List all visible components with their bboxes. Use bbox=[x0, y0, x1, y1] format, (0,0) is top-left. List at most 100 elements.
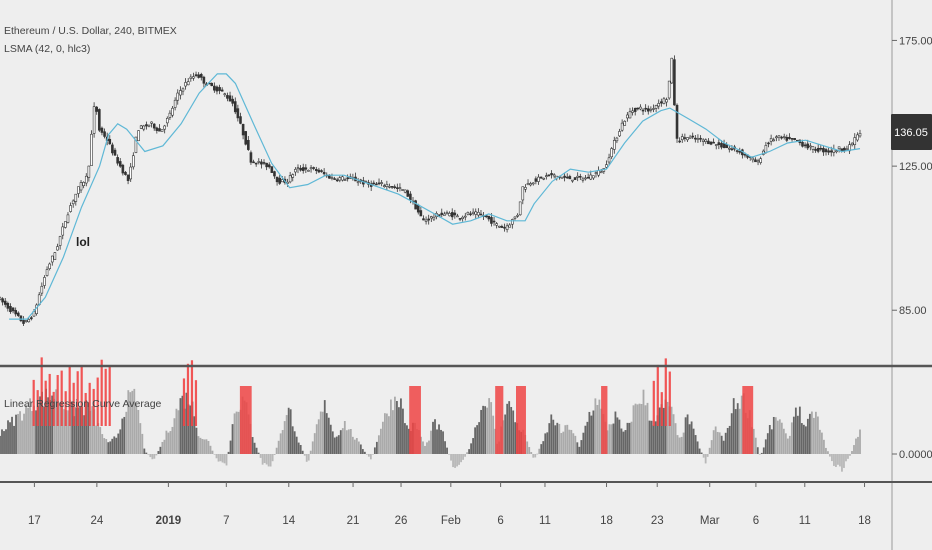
histogram-bar bbox=[251, 437, 254, 454]
candle-body bbox=[759, 158, 762, 163]
histogram-bar bbox=[596, 404, 599, 454]
candle-body bbox=[550, 173, 553, 176]
candle-body bbox=[424, 219, 428, 222]
candle-body bbox=[184, 82, 187, 87]
candle-body bbox=[333, 178, 336, 180]
candle-body bbox=[210, 82, 214, 87]
candle-body bbox=[696, 138, 700, 141]
histogram-bar bbox=[610, 424, 613, 454]
signal-bar bbox=[52, 391, 55, 426]
candle-body bbox=[388, 186, 391, 188]
candle-body bbox=[45, 269, 49, 276]
histogram-bar bbox=[448, 454, 450, 455]
candle-body bbox=[189, 76, 193, 79]
candle-body bbox=[296, 167, 300, 170]
candle-body bbox=[531, 182, 535, 185]
candle-body bbox=[612, 140, 616, 150]
candle-body bbox=[636, 107, 640, 110]
histogram-bar bbox=[450, 454, 452, 461]
histogram-bar bbox=[622, 431, 625, 454]
histogram-bar bbox=[321, 411, 324, 454]
histogram-bar bbox=[337, 435, 340, 454]
indicator-legend[interactable]: Linear Regression Curve Average bbox=[4, 398, 162, 410]
candle-body bbox=[145, 124, 148, 127]
histogram-bar bbox=[666, 401, 669, 454]
histogram-bar bbox=[157, 451, 160, 454]
candle-body bbox=[720, 143, 723, 148]
histogram-bar bbox=[113, 436, 116, 454]
candle-body bbox=[254, 162, 258, 165]
histogram-bar bbox=[155, 454, 158, 456]
candle-body bbox=[199, 74, 203, 78]
histogram-bar bbox=[672, 414, 675, 454]
histogram-bar bbox=[153, 454, 156, 459]
histogram-bar bbox=[722, 440, 725, 454]
signal-bar bbox=[48, 373, 51, 426]
histogram-bar bbox=[480, 409, 483, 454]
histogram-bar bbox=[857, 436, 859, 454]
lsma-legend[interactable]: LSMA (42, 0, hlc3) bbox=[4, 43, 91, 55]
candle-body bbox=[241, 123, 245, 136]
histogram-bar bbox=[315, 424, 318, 454]
histogram-bar bbox=[145, 452, 148, 454]
histogram-bar bbox=[504, 414, 507, 454]
histogram-bar bbox=[456, 454, 458, 467]
candle-body bbox=[53, 252, 57, 260]
candle-body bbox=[163, 125, 166, 130]
histogram-bar bbox=[740, 395, 743, 454]
histogram-bar bbox=[59, 402, 62, 454]
price-axis[interactable]: 175.00 125.00 85.00 bbox=[892, 35, 932, 317]
histogram-bar bbox=[69, 399, 72, 454]
candle-body bbox=[273, 171, 276, 177]
candle-body bbox=[270, 166, 274, 173]
symbol-title[interactable]: Ethereum / U.S. Dollar, 240, BITMEX bbox=[4, 25, 177, 37]
histogram-bar bbox=[428, 440, 430, 454]
signal-bar bbox=[104, 368, 107, 426]
histogram-bar bbox=[546, 432, 549, 454]
time-axis[interactable]: 17 24 2019 7 14 21 26 Feb 6 11 18 23 Mar 6 11 18 bbox=[28, 482, 871, 527]
signal-bar bbox=[194, 380, 198, 426]
histogram-bar bbox=[642, 389, 645, 454]
candle-body bbox=[356, 181, 360, 184]
time-tick-label: 11 bbox=[799, 515, 811, 527]
candle-body bbox=[628, 111, 632, 119]
histogram-bar bbox=[181, 395, 184, 454]
candle-body bbox=[824, 149, 828, 153]
candle-body bbox=[372, 182, 376, 185]
histogram-bar bbox=[231, 424, 234, 454]
histogram-bar bbox=[614, 411, 617, 454]
candle-body bbox=[74, 193, 78, 202]
candle-body bbox=[265, 162, 268, 168]
histogram-bar bbox=[436, 429, 438, 454]
candle-body bbox=[267, 164, 271, 168]
histogram-bar bbox=[277, 440, 280, 454]
histogram-bar bbox=[680, 436, 683, 454]
candle-body bbox=[754, 159, 757, 163]
candle-body bbox=[704, 139, 708, 142]
histogram-bar bbox=[109, 441, 112, 454]
histogram-bar bbox=[53, 398, 56, 454]
histogram-bar bbox=[81, 406, 84, 454]
oscillator-axis[interactable]: 0.0000 bbox=[892, 449, 932, 461]
histogram-bar bbox=[341, 428, 344, 454]
candle-body bbox=[751, 157, 755, 161]
histogram-bar bbox=[712, 430, 715, 454]
histogram-bar bbox=[295, 436, 298, 454]
histogram-bar bbox=[550, 414, 553, 454]
histogram-bar bbox=[432, 421, 434, 454]
histogram-bar bbox=[137, 409, 140, 454]
histogram-bar bbox=[444, 441, 446, 454]
histogram-bar bbox=[289, 409, 292, 454]
candle-body bbox=[686, 137, 689, 141]
candle-body bbox=[100, 127, 104, 133]
time-tick-label: 7 bbox=[223, 515, 229, 527]
candle-body bbox=[699, 137, 702, 140]
signal-zone bbox=[601, 386, 608, 454]
candle-body bbox=[605, 164, 608, 168]
candle-body bbox=[95, 106, 99, 112]
histogram-bar bbox=[394, 396, 396, 454]
histogram-bar bbox=[404, 423, 406, 454]
candle-body bbox=[466, 212, 470, 215]
histogram-bar bbox=[656, 415, 659, 454]
candle-body bbox=[814, 148, 817, 151]
